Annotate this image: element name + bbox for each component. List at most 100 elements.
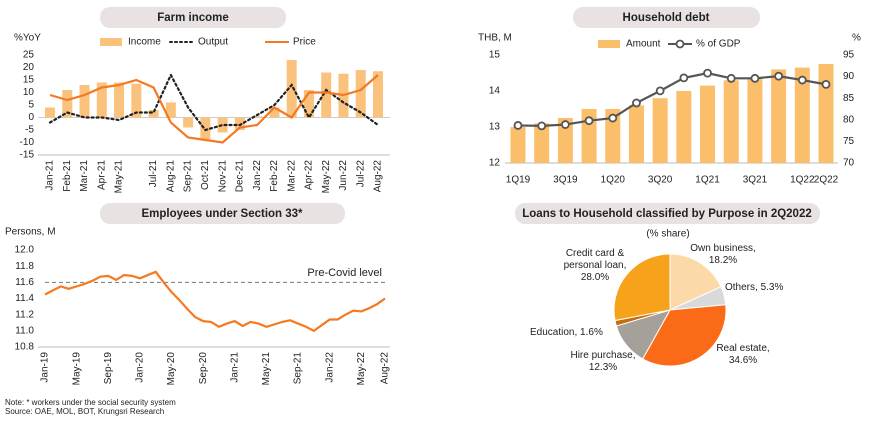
slice-value: 1.6% bbox=[580, 327, 603, 338]
note: Note: * workers under the social securit… bbox=[5, 398, 176, 407]
slice-label: Credit card & personal loan, 28.0% bbox=[555, 248, 635, 284]
bar bbox=[628, 105, 644, 163]
y-tick-label: 11.8 bbox=[15, 261, 34, 272]
marker bbox=[726, 73, 736, 83]
x-tick-label: Sep-21 bbox=[293, 352, 304, 385]
x-tick-label: 2Q22 bbox=[814, 175, 839, 186]
line bbox=[48, 72, 380, 132]
x-tick-label: 3Q20 bbox=[648, 175, 673, 186]
marker bbox=[774, 71, 784, 81]
y-tick-label: 13 bbox=[489, 122, 501, 133]
x-tick-label: May-21 bbox=[261, 352, 272, 386]
bar bbox=[747, 78, 763, 163]
legend-swatch bbox=[598, 40, 620, 48]
bar bbox=[355, 70, 366, 118]
bar bbox=[79, 85, 90, 118]
x-tick-label: Jan-21 bbox=[229, 352, 240, 383]
y-tick-label: 25 bbox=[23, 50, 35, 61]
y-tick-label: 11.2 bbox=[15, 309, 34, 320]
x-tick-label: May-21 bbox=[114, 160, 125, 194]
y-tick-label: 12 bbox=[489, 158, 501, 169]
x-tick-label: Aug-22 bbox=[373, 160, 384, 193]
reference-label: Pre-Covid level bbox=[307, 267, 382, 279]
x-tick-label: Jul-22 bbox=[355, 160, 366, 188]
line bbox=[49, 74, 379, 144]
bar bbox=[252, 116, 263, 118]
bar bbox=[818, 64, 834, 163]
bar bbox=[557, 118, 573, 163]
x-tick-label: Jun-22 bbox=[338, 160, 349, 191]
slice-value: 5.3% bbox=[760, 282, 784, 293]
bar bbox=[165, 102, 176, 118]
marker bbox=[703, 68, 712, 78]
y2-tick-label: 80 bbox=[843, 114, 855, 125]
x-tick-label: Apr-22 bbox=[304, 160, 315, 190]
y2-tick-label: 90 bbox=[843, 71, 855, 82]
legend-marker bbox=[675, 39, 685, 49]
legend-swatch bbox=[100, 38, 122, 46]
y-axis-label: THB, M bbox=[478, 33, 512, 44]
pie-slice bbox=[642, 304, 727, 367]
x-tick-label: 1Q20 bbox=[601, 175, 626, 186]
bar bbox=[534, 123, 550, 163]
slice-category: Others, bbox=[725, 282, 758, 293]
chart-title: Employees under Section 33* bbox=[141, 208, 303, 220]
bar bbox=[148, 110, 159, 118]
y-tick-label: 20 bbox=[23, 62, 35, 73]
x-tick-label: Jan-19 bbox=[40, 352, 51, 383]
pie-slice bbox=[669, 253, 722, 311]
marker bbox=[821, 79, 831, 89]
title-pill bbox=[573, 7, 760, 28]
chart-title: Farm income bbox=[157, 12, 229, 24]
slice-value: 28.0% bbox=[580, 272, 610, 283]
y-axis-label: %YoY bbox=[14, 33, 41, 44]
subtitle: (% share) bbox=[646, 229, 689, 240]
x-tick-label: May-22 bbox=[321, 160, 332, 194]
x-tick-label: 3Q21 bbox=[743, 175, 768, 186]
title-pill bbox=[100, 203, 345, 224]
bar bbox=[96, 82, 107, 118]
marker bbox=[608, 113, 618, 123]
x-tick-label: Apr-21 bbox=[96, 160, 107, 190]
x-tick-label: Oct-21 bbox=[200, 160, 211, 190]
bar bbox=[510, 127, 526, 163]
x-tick-label: May-20 bbox=[166, 352, 177, 386]
bar bbox=[676, 91, 692, 163]
y-tick-label: 10 bbox=[23, 87, 35, 98]
x-tick-label: Feb-22 bbox=[269, 160, 280, 192]
x-tick-label: 3Q19 bbox=[553, 175, 578, 186]
x-tick-label: Mar-22 bbox=[286, 160, 297, 192]
bar bbox=[794, 67, 810, 163]
x-tick-label: Sep-20 bbox=[198, 352, 209, 385]
x-tick-label: May-22 bbox=[356, 352, 367, 386]
bar bbox=[200, 117, 211, 140]
slice-category: Education, bbox=[530, 327, 578, 338]
bar bbox=[700, 85, 716, 163]
marker bbox=[560, 120, 570, 129]
chart-title: Loans to Household classified by Purpose… bbox=[522, 208, 812, 220]
bar bbox=[652, 98, 668, 163]
y-tick-label: 15 bbox=[489, 50, 501, 61]
bar bbox=[321, 72, 332, 118]
x-tick-label: Aug-22 bbox=[380, 352, 391, 385]
x-tick-label: Sep-19 bbox=[103, 352, 114, 385]
chart-title: Household debt bbox=[623, 12, 710, 24]
slice-label: Education, 1.6% bbox=[530, 327, 603, 339]
marker bbox=[655, 86, 665, 96]
bar bbox=[723, 80, 739, 163]
x-tick-label: Jan-21 bbox=[45, 160, 56, 191]
y-tick-label: 12.0 bbox=[15, 245, 35, 256]
title-pill bbox=[515, 203, 820, 224]
bar bbox=[373, 71, 383, 118]
slice-label: Others, 5.3% bbox=[725, 282, 783, 294]
marker bbox=[632, 98, 641, 108]
y2-tick-label: 85 bbox=[843, 93, 855, 104]
y-tick-label: 5 bbox=[28, 100, 34, 111]
legend-label: % of GDP bbox=[696, 39, 741, 50]
x-tick-label: Jan-22 bbox=[252, 160, 263, 191]
y-tick-label: 10.8 bbox=[15, 342, 35, 353]
y-tick-label: 11.4 bbox=[15, 293, 34, 304]
y-axis-label: Persons, M bbox=[5, 227, 56, 238]
slice-category: Hire purchase, bbox=[570, 350, 636, 361]
